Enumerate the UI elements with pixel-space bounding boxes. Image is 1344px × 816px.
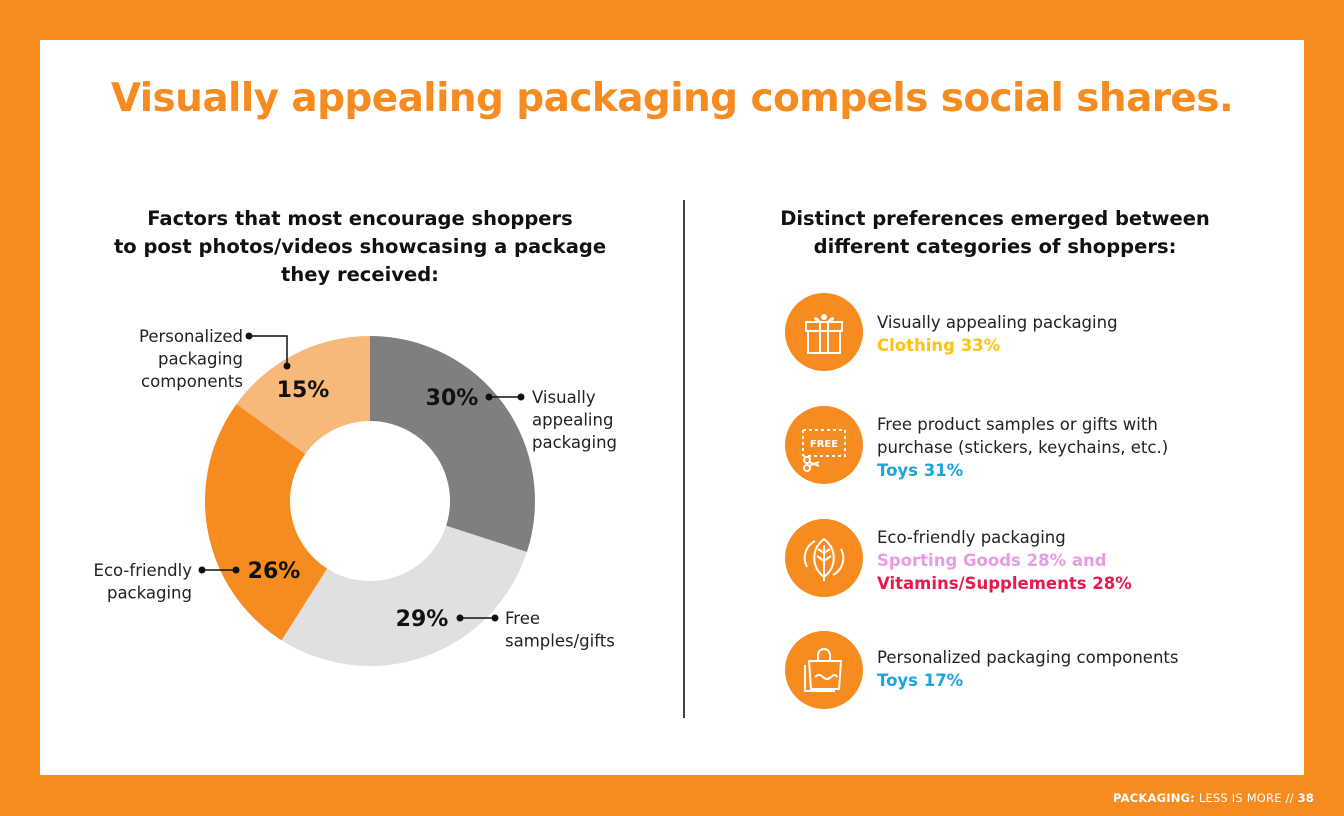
slice-category-label: Free — [505, 609, 540, 628]
callout-dot — [283, 362, 291, 370]
callout-dot — [456, 614, 464, 622]
preference-text: Eco-friendly packaging Sporting Goods 28… — [877, 526, 1132, 595]
preferences-heading-line: different categories of shoppers: — [813, 235, 1177, 258]
callout-line — [249, 335, 288, 366]
chart-heading-line: Factors that most encourage shoppers — [147, 207, 573, 230]
footer-subtitle: LESS IS MORE // — [1198, 791, 1294, 805]
preference-item-eco: Eco-friendly packaging Sporting Goods 28… — [785, 519, 1265, 601]
preference-item-visual: Visually appealing packaging Clothing 33… — [785, 293, 1265, 375]
callout-dot — [198, 566, 206, 574]
page-number: 38 — [1297, 791, 1314, 805]
slice-category-label: components — [141, 372, 243, 391]
preference-text: Free product samples or gifts with purch… — [877, 413, 1168, 482]
slice-category-label: appealing — [532, 411, 613, 430]
callout-dot — [491, 614, 499, 622]
preference-label: Personalized packaging components — [877, 648, 1179, 667]
preference-item-personalized: Personalized packaging components Toys 1… — [785, 631, 1265, 713]
eco-leaf-icon — [785, 519, 863, 597]
chart-heading-line: they received: — [281, 263, 439, 286]
donut-slice — [236, 336, 370, 454]
preference-highlight: Clothing 33% — [877, 336, 1001, 355]
footer-section: PACKAGING: — [1113, 791, 1195, 805]
slice-category-label: Personalized — [139, 327, 243, 346]
preference-highlight: Vitamins/Supplements 28% — [877, 574, 1132, 593]
slice-value-label: 26% — [248, 559, 301, 584]
donut-slice — [204, 404, 328, 641]
page-title: Visually appealing packaging compels soc… — [110, 76, 1234, 121]
chart-heading: Factors that most encourage shoppers to … — [70, 205, 650, 289]
shopping-bag-icon — [785, 631, 863, 709]
donut-slice — [370, 336, 535, 552]
callout-dot — [232, 566, 240, 574]
slice-category-label: Eco-friendly — [94, 561, 193, 580]
slice-value-label: 29% — [396, 607, 449, 632]
column-divider — [683, 200, 685, 718]
svg-text:FREE: FREE — [810, 439, 838, 450]
preference-highlight: Toys 31% — [877, 461, 964, 480]
donut-slice — [281, 525, 527, 666]
preference-label: Eco-friendly packaging — [877, 528, 1066, 547]
preference-text: Personalized packaging components Toys 1… — [877, 646, 1178, 692]
callout-dot — [517, 393, 525, 401]
preference-label: Free product samples or gifts with — [877, 415, 1158, 434]
gift-box-icon — [785, 293, 863, 371]
preferences-heading-line: Distinct preferences emerged between — [780, 207, 1210, 230]
slice-category-label: samples/gifts — [505, 632, 615, 651]
chart-heading-line: to post photos/videos showcasing a packa… — [113, 235, 607, 258]
slice-category-label: packaging — [158, 350, 243, 369]
preference-text: Visually appealing packaging Clothing 33… — [877, 311, 1118, 357]
slice-category-label: packaging — [532, 433, 617, 452]
donut-chart: 30% Visually appealing packaging 29% Free samp… — [94, 327, 617, 666]
callout-dot — [485, 393, 493, 401]
callout-dot — [245, 332, 253, 340]
free-coupon-icon: FREE — [785, 406, 863, 484]
slice-value-label: 15% — [277, 378, 330, 403]
preference-label: purchase (stickers, keychains, etc.) — [877, 438, 1169, 457]
preference-highlight: Sporting Goods 28% and — [877, 551, 1107, 570]
preference-item-free-samples: FREE Free product samples or gifts with … — [785, 406, 1265, 488]
preference-highlight: Toys 17% — [877, 671, 964, 690]
slice-category-label: Visually — [532, 388, 596, 407]
slice-category-label: packaging — [107, 584, 192, 603]
preferences-heading: Distinct preferences emerged between dif… — [730, 205, 1260, 261]
page-footer: PACKAGING: LESS IS MORE // 38 — [1113, 791, 1314, 805]
preference-label: Visually appealing packaging — [877, 313, 1118, 332]
slice-value-label: 30% — [426, 386, 479, 411]
